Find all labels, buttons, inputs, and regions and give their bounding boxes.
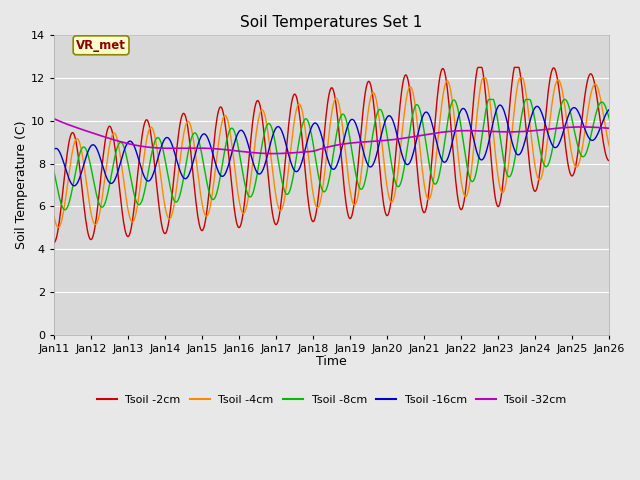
- Tsoil -32cm: [117, 139, 125, 144]
- Line: Tsoil -32cm: Tsoil -32cm: [54, 119, 609, 154]
- Tsoil -8cm: [400, 167, 408, 173]
- Title: Soil Temperatures Set 1: Soil Temperatures Set 1: [241, 15, 423, 30]
- Tsoil -16cm: [497, 102, 504, 108]
- Tsoil -16cm: [70, 183, 78, 189]
- Tsoil -8cm: [60, 206, 68, 212]
- Tsoil -2cm: [399, 79, 407, 85]
- Tsoil -16cm: [605, 107, 613, 112]
- Tsoil -4cm: [61, 201, 68, 207]
- Tsoil -16cm: [175, 163, 182, 168]
- Tsoil -16cm: [50, 147, 58, 153]
- Tsoil -2cm: [203, 208, 211, 214]
- Tsoil -4cm: [605, 144, 613, 149]
- Y-axis label: Soil Temperature (C): Soil Temperature (C): [15, 120, 28, 249]
- Tsoil -4cm: [55, 225, 63, 230]
- Tsoil -8cm: [61, 207, 68, 213]
- Legend: Tsoil -2cm, Tsoil -4cm, Tsoil -8cm, Tsoil -16cm, Tsoil -32cm: Tsoil -2cm, Tsoil -4cm, Tsoil -8cm, Tsoi…: [92, 391, 571, 410]
- Text: VR_met: VR_met: [76, 39, 126, 52]
- Tsoil -32cm: [400, 135, 408, 141]
- Tsoil -2cm: [605, 158, 613, 164]
- Tsoil -16cm: [118, 155, 125, 161]
- Tsoil -8cm: [416, 108, 424, 113]
- Line: Tsoil -8cm: Tsoil -8cm: [54, 99, 609, 210]
- Tsoil -8cm: [175, 197, 182, 203]
- Tsoil -8cm: [118, 140, 125, 146]
- Tsoil -16cm: [400, 157, 408, 163]
- Tsoil -16cm: [60, 161, 68, 167]
- Line: Tsoil -2cm: Tsoil -2cm: [54, 67, 609, 242]
- Tsoil -8cm: [50, 168, 58, 174]
- Tsoil -4cm: [118, 165, 125, 170]
- Tsoil -32cm: [269, 151, 277, 156]
- Tsoil -4cm: [400, 114, 408, 120]
- Tsoil -8cm: [204, 183, 211, 189]
- X-axis label: Time: Time: [316, 355, 347, 368]
- Tsoil -4cm: [175, 171, 182, 177]
- Tsoil -32cm: [203, 145, 211, 151]
- Tsoil -16cm: [204, 135, 211, 141]
- Tsoil -2cm: [173, 140, 181, 145]
- Tsoil -32cm: [60, 120, 68, 126]
- Line: Tsoil -4cm: Tsoil -4cm: [54, 78, 609, 228]
- Tsoil -32cm: [605, 125, 613, 131]
- Tsoil -32cm: [50, 116, 58, 121]
- Tsoil -4cm: [204, 212, 211, 218]
- Tsoil -2cm: [415, 187, 423, 193]
- Tsoil -16cm: [416, 122, 424, 128]
- Tsoil -4cm: [50, 213, 58, 219]
- Tsoil -32cm: [173, 145, 181, 151]
- Tsoil -8cm: [605, 116, 613, 122]
- Tsoil -2cm: [60, 178, 68, 184]
- Tsoil -8cm: [485, 96, 493, 102]
- Tsoil -2cm: [117, 200, 125, 206]
- Tsoil -2cm: [50, 240, 58, 245]
- Tsoil -4cm: [416, 146, 424, 152]
- Tsoil -4cm: [479, 75, 486, 81]
- Tsoil -32cm: [416, 132, 424, 138]
- Tsoil -2cm: [474, 64, 482, 70]
- Line: Tsoil -16cm: Tsoil -16cm: [54, 105, 609, 186]
